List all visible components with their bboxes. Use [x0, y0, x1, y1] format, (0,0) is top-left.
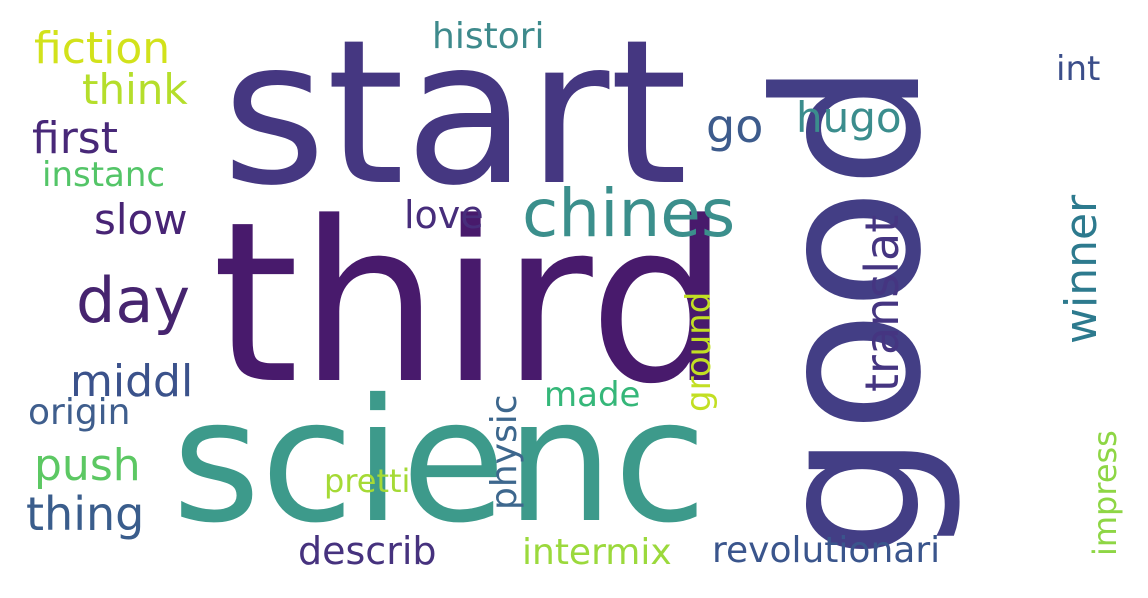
- word-slow: slow: [94, 195, 188, 244]
- word-day: day: [76, 264, 190, 337]
- word-pretti: pretti: [324, 462, 410, 500]
- word-go: go: [706, 99, 763, 153]
- word-good: good: [733, 61, 966, 560]
- word-start: start: [222, 0, 688, 230]
- word-histori: histori: [432, 16, 545, 57]
- word-push: push: [34, 440, 141, 491]
- word-love: love: [404, 193, 484, 237]
- word-first: first: [32, 113, 118, 164]
- word-instanc: instanc: [42, 155, 165, 195]
- word-hugo: hugo: [796, 93, 902, 142]
- word-made: made: [544, 375, 640, 415]
- word-winner: winner: [1056, 194, 1107, 344]
- word-origin: origin: [28, 392, 131, 433]
- word-middl: middl: [70, 356, 193, 407]
- word-third: third: [212, 175, 730, 433]
- word-scienc: scienc: [172, 363, 707, 561]
- word-physic: physic: [484, 394, 525, 510]
- word-impress: impress: [1086, 430, 1124, 556]
- word-fiction: fiction: [34, 23, 170, 74]
- word-chines: chines: [522, 175, 735, 252]
- word-describ: describ: [298, 529, 437, 573]
- word-thing: thing: [26, 487, 144, 541]
- word-intermix: intermix: [522, 532, 672, 573]
- word-think: think: [82, 65, 188, 114]
- word-translat: translat: [855, 215, 909, 392]
- word-ground: ground: [679, 292, 719, 412]
- word-int: int: [1056, 49, 1100, 89]
- word-revolutionari: revolutionari: [712, 530, 940, 571]
